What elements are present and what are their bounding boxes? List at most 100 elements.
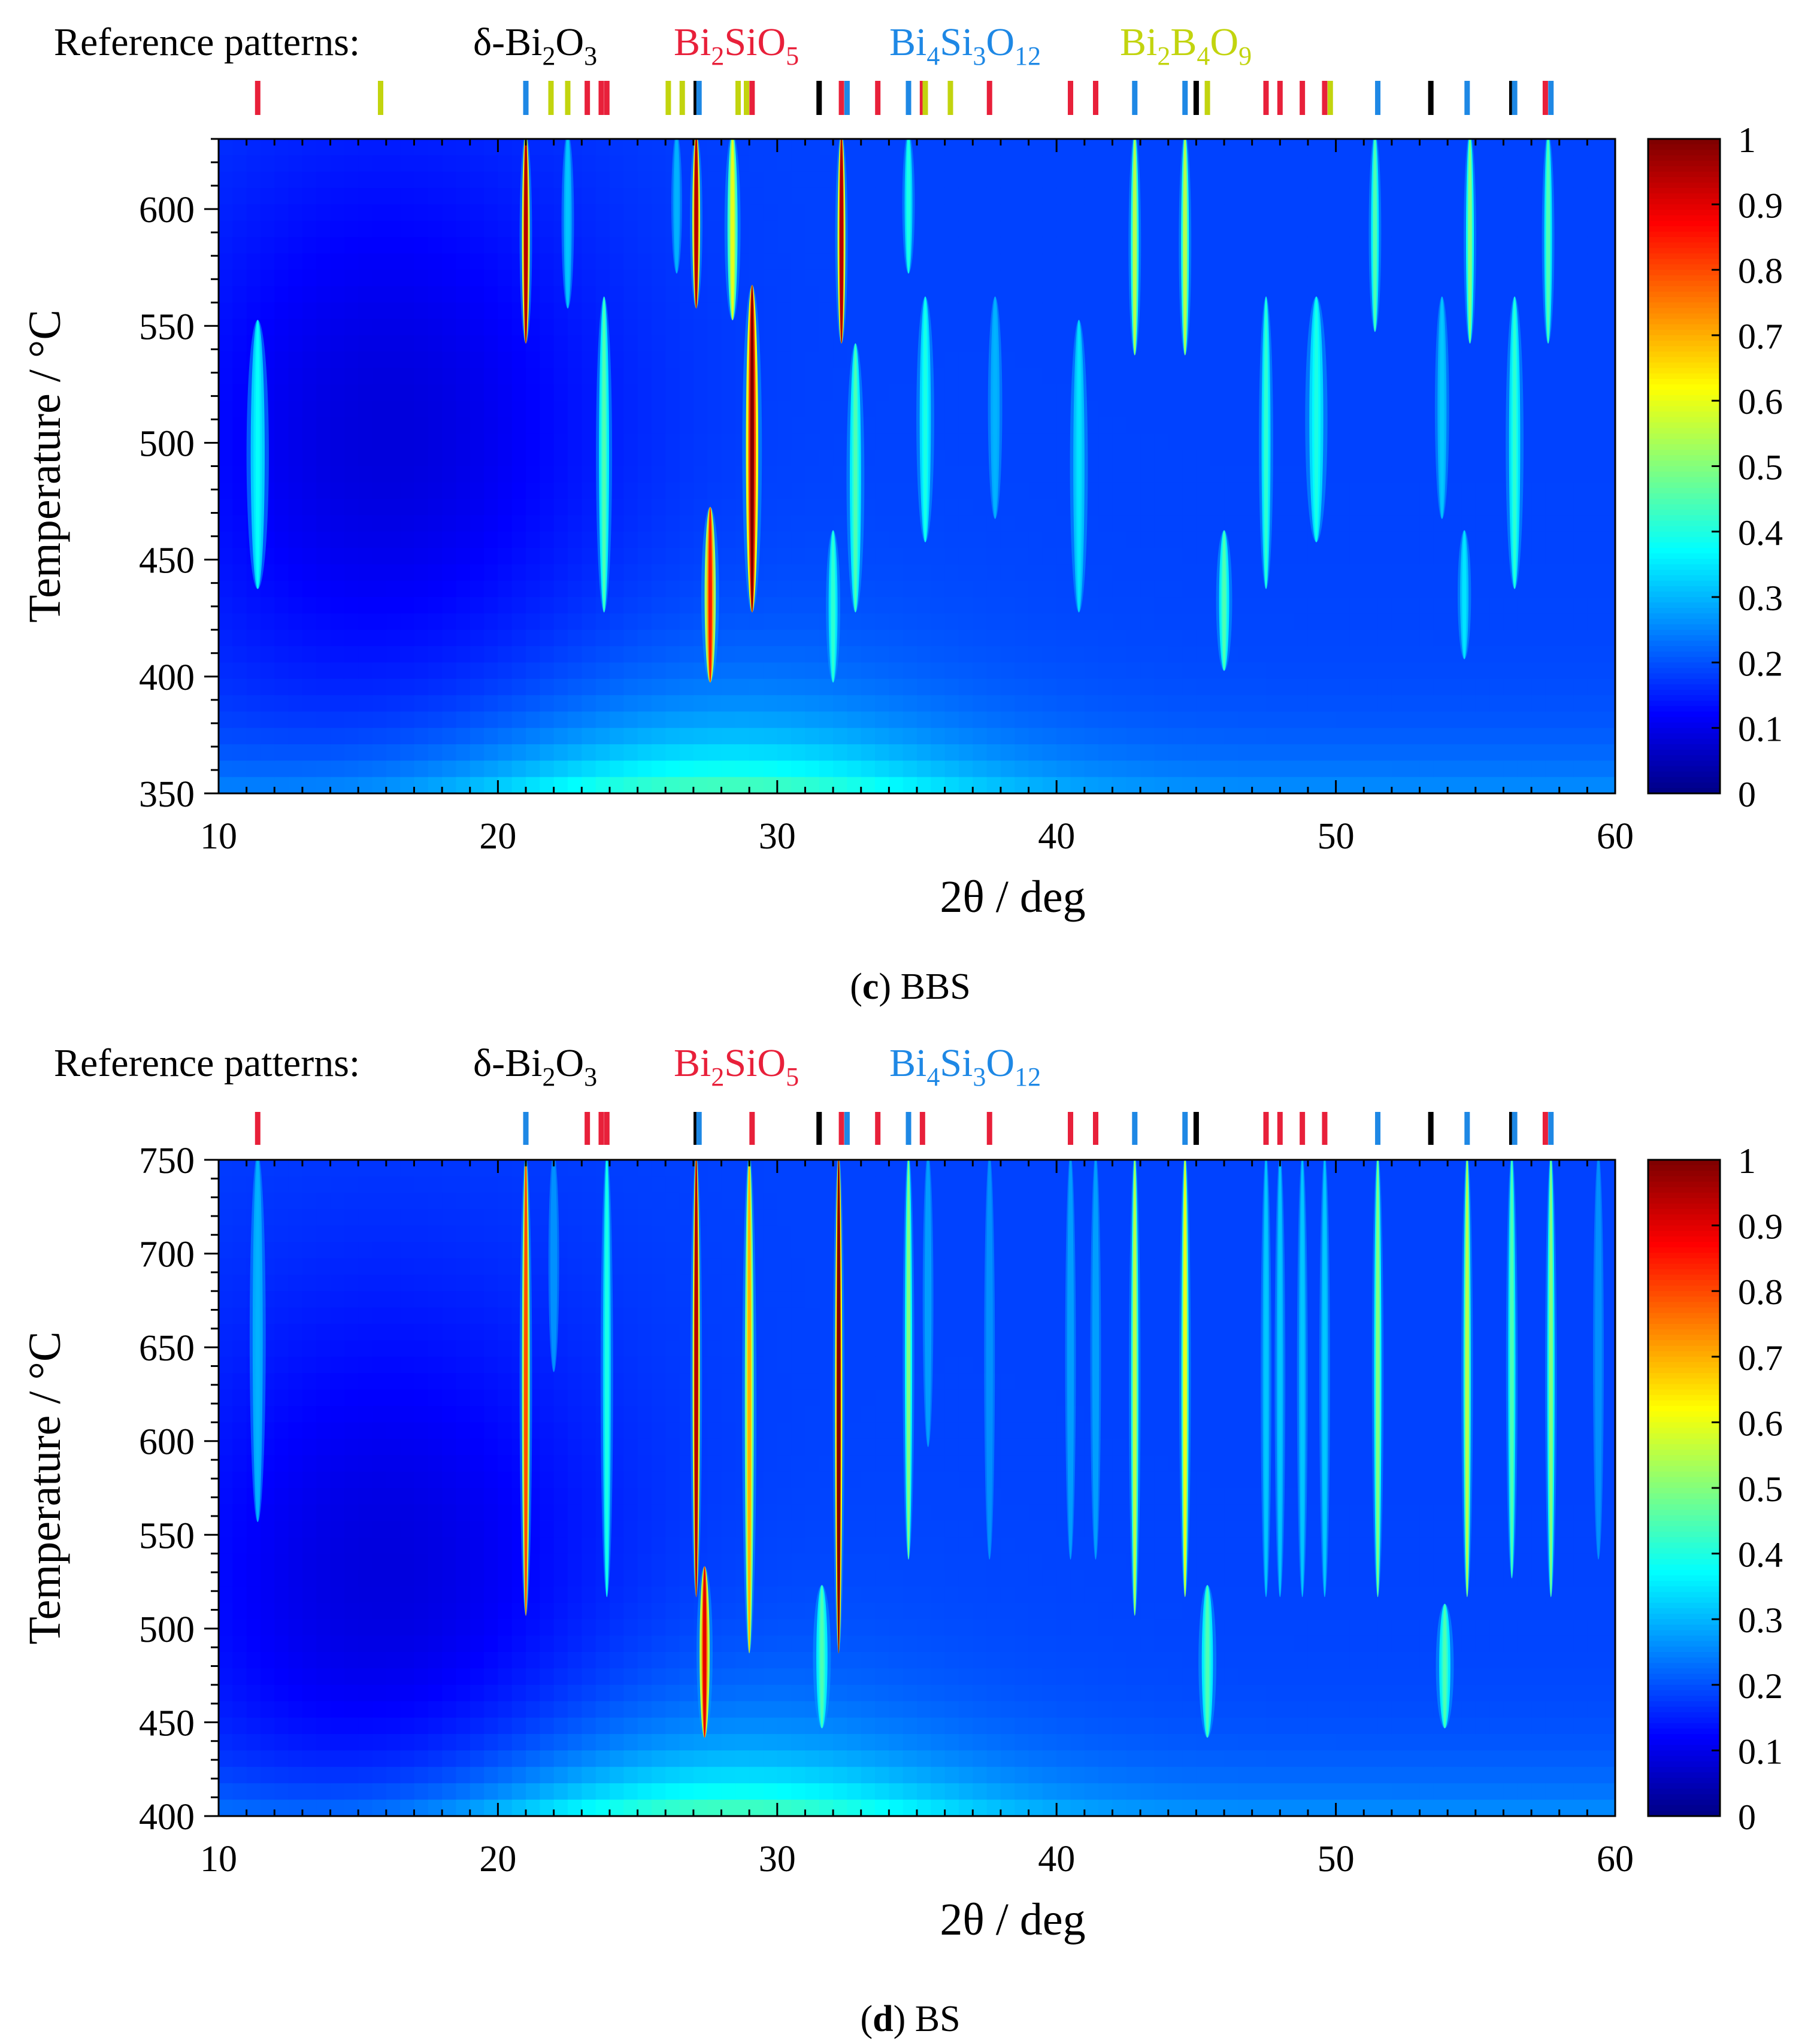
peak-streak (524, 1160, 528, 1616)
peak-streak (1595, 1160, 1602, 1560)
peak-streak (926, 1160, 930, 1447)
peak-streak (256, 1160, 260, 1522)
phase-label-bi2b4o9: Bi2​B4​O9​ (1120, 20, 1252, 71)
colorbar-tick-label: 1 (1738, 1141, 1756, 1181)
y-tick-label: 450 (139, 1703, 195, 1744)
colorbar-tick-label: 0.8 (1738, 1272, 1783, 1312)
colorbar-tick-label: 0.1 (1738, 1732, 1783, 1771)
peak-streak (820, 1585, 824, 1729)
colorbar-tick-label: 0.2 (1738, 644, 1783, 683)
peak-streak (1132, 139, 1137, 356)
y-tick-label: 500 (139, 1609, 195, 1650)
colorbar-tick-label: 0.7 (1738, 1338, 1783, 1378)
phase-label-bi4si3o12: Bi4​Si3​O12​ (889, 20, 1041, 71)
colorbar-tick-label: 0.4 (1738, 513, 1783, 553)
peak-streak (1468, 139, 1472, 344)
colorbar-tick-label: 0.8 (1738, 251, 1783, 291)
peak-streak (694, 1160, 698, 1598)
colorbar-tick-label: 1 (1738, 120, 1756, 160)
y-tick-label: 350 (139, 774, 195, 815)
peak-streak (1443, 1604, 1447, 1729)
x-tick-label: 20 (479, 1839, 516, 1880)
y-tick-label: 400 (139, 657, 195, 698)
peak-streak (747, 1160, 752, 1654)
colorbar-tick-label: 0.3 (1738, 578, 1783, 618)
panel-c: Reference patterns: δ-Bi2​O3​ Bi2​SiO5​ Bi4… (20, 20, 1783, 1007)
peak-streak (550, 1160, 558, 1372)
y-tick-label: 750 (139, 1141, 195, 1181)
peak-streak (1322, 1160, 1327, 1598)
x-tick-label: 10 (200, 816, 237, 857)
peak-streak (1314, 296, 1319, 542)
peak-streak (1264, 1160, 1268, 1598)
phase-label-delta_bi2o3: δ-Bi2​O3​ (473, 20, 597, 71)
y-axis-label: Temperature / °C (20, 310, 70, 623)
peak-streak (907, 139, 911, 274)
colorbar-tick-label: 0.9 (1738, 186, 1783, 225)
peak-streak (1264, 296, 1268, 589)
peak-streak (1094, 1160, 1098, 1560)
x-tick-label: 30 (759, 816, 796, 857)
colorbar-tick-label: 0.7 (1738, 317, 1783, 356)
peak-streak (1068, 1160, 1073, 1560)
peak-streak (255, 320, 260, 589)
colorbar-tick-label: 0.3 (1738, 1601, 1783, 1640)
peak-streak (1077, 320, 1081, 613)
x-tick-label: 50 (1318, 816, 1355, 857)
peak-streak (1513, 296, 1517, 589)
colorbar-tick-label: 0 (1738, 1798, 1756, 1837)
peak-streak (1278, 1160, 1282, 1598)
colorbar-tick-label: 0.6 (1738, 1404, 1783, 1443)
peak-streak (1373, 139, 1377, 332)
peak-streak (694, 139, 698, 309)
peak-streak (1183, 1160, 1187, 1598)
peak-streak (923, 296, 927, 542)
panel-caption: (d) BS (860, 1999, 960, 2039)
colorbar-tick-label: 0.9 (1738, 1207, 1783, 1247)
peak-streak (831, 530, 835, 683)
peak-streak (1510, 1160, 1514, 1578)
peak-streak (1376, 1160, 1380, 1598)
panel-d: Reference patterns: δ-Bi2​O3​ Bi2​SiO5​ Bi4… (20, 1041, 1783, 2039)
peak-streak (702, 1566, 707, 1738)
x-axis-label: 2θ / deg (940, 1895, 1085, 1945)
peak-streak (1222, 530, 1227, 671)
y-tick-label: 400 (139, 1797, 195, 1838)
peak-streak (674, 139, 679, 274)
colorbar: 0 0.1 0.2 0.3 0.4 0.5 0.6 0.7 0.8 0.9 1 (1647, 1141, 1783, 1837)
y-tick-label: 550 (139, 307, 195, 347)
peak-streak (1183, 139, 1187, 356)
peak-streak (840, 139, 844, 344)
y-tick-label: 700 (139, 1235, 195, 1275)
peak-streak (1546, 139, 1551, 344)
peak-streak (853, 343, 858, 613)
peak-streak (1132, 1160, 1137, 1616)
peak-streak (708, 507, 712, 683)
reference-title: Reference patterns: (54, 1041, 360, 1085)
colorbar-tick-label: 0 (1738, 775, 1756, 814)
phase-label-bi2sio5: Bi2​SiO5​ (674, 1041, 799, 1092)
peak-streak (566, 139, 570, 309)
colorbar-tick-label: 0.4 (1738, 1535, 1783, 1575)
peak-streak (907, 1160, 911, 1560)
y-tick-label: 550 (139, 1515, 195, 1556)
x-tick-label: 20 (479, 816, 516, 857)
peak-streak (1300, 1160, 1304, 1598)
x-tick-label: 10 (200, 1839, 237, 1880)
phase-label-bi4si3o12: Bi4​Si3​O12​ (889, 1041, 1041, 1092)
phase-label-bi2sio5: Bi2​SiO5​ (674, 20, 799, 71)
y-axis-label: Temperature / °C (20, 1331, 70, 1644)
peak-streak (602, 296, 606, 613)
peak-streak (837, 1160, 841, 1654)
x-tick-label: 50 (1318, 1839, 1355, 1880)
y-tick-label: 650 (139, 1328, 195, 1369)
heatmap (219, 1160, 1615, 1816)
peak-streak (524, 139, 528, 344)
reference-title: Reference patterns: (54, 20, 360, 64)
peak-streak (750, 284, 754, 613)
heatmap (219, 139, 1615, 793)
peak-streak (605, 1160, 609, 1598)
colorbar-tick-label: 0.1 (1738, 710, 1783, 749)
x-tick-label: 60 (1597, 816, 1634, 857)
